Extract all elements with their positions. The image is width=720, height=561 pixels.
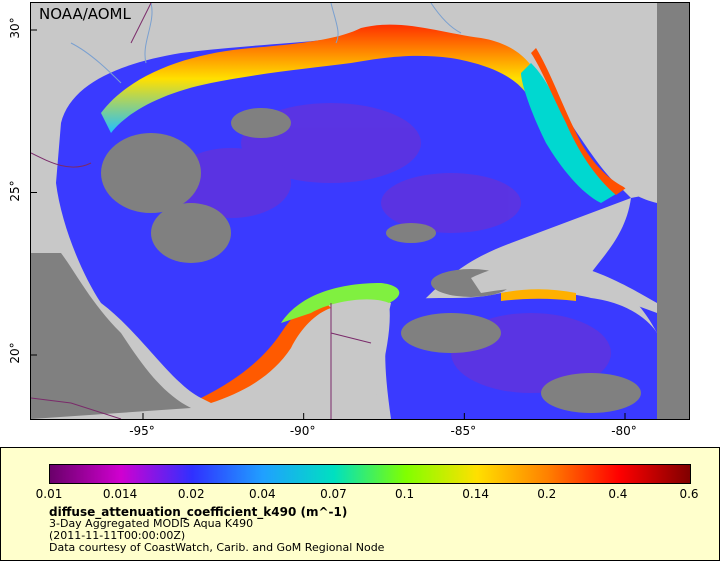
colorbar-tick-label: 0.014 bbox=[102, 487, 138, 501]
colorbar-tick-label: 0.4 bbox=[608, 487, 628, 501]
no-data-patches bbox=[101, 108, 641, 413]
variable-name: diffuse_attenuation_coefficient_k490 (m^… bbox=[49, 505, 348, 519]
lon-tick-label: -85° bbox=[450, 424, 477, 438]
campeche-coast bbox=[201, 298, 331, 403]
colorbar-tick-label: 0.02 bbox=[177, 487, 205, 501]
mexico-gray bbox=[31, 253, 191, 419]
north-coast-turbid bbox=[101, 24, 541, 134]
colorbar-tick-label: 0.6 bbox=[679, 487, 699, 501]
political-borders bbox=[31, 3, 372, 419]
yucatan-land bbox=[251, 296, 390, 419]
cuba-coast bbox=[501, 289, 576, 301]
courtesy-text: Data courtesy of CoastWatch, Carib. and … bbox=[49, 541, 385, 554]
lat-tick-label: 25° bbox=[8, 179, 22, 202]
colorbar-tick-label: 0.1 bbox=[395, 487, 415, 501]
legend-text: diffuse_attenuation_coefficient_k490 (m^… bbox=[49, 506, 384, 554]
k490-map bbox=[31, 3, 689, 419]
colorbar-gradient bbox=[50, 465, 690, 483]
legend-panel: 0.01 0.014 0.02 0.04 0.07 0.1 0.14 0.2 0.4 0.6 di… bbox=[0, 447, 720, 561]
colorbar-tick-label: 0.14 bbox=[462, 487, 490, 501]
map-panel: NOAA/AOML bbox=[30, 2, 690, 420]
product-name: 3-Day Aggregated MODIS Aqua K490 bbox=[49, 517, 254, 530]
low-k490-patches bbox=[171, 103, 611, 393]
lat-tick-label: 20° bbox=[8, 342, 22, 364]
campeche-bank bbox=[281, 283, 400, 323]
credit-label: NOAA/AOML bbox=[39, 5, 131, 23]
florida-land bbox=[549, 3, 689, 203]
lon-tick-label: -90° bbox=[289, 424, 316, 438]
lon-tick-label: -80° bbox=[611, 424, 637, 438]
data-edge-strip bbox=[657, 3, 689, 419]
colorbar bbox=[49, 464, 691, 484]
time-stamp: (2011-11-11T00:00:00Z) bbox=[49, 529, 186, 542]
florida-coast bbox=[531, 48, 626, 195]
lon-tick-label: -95° bbox=[129, 424, 155, 438]
lat-tick-label: 30° bbox=[8, 17, 22, 39]
colorbar-tick-label: 0.07 bbox=[320, 487, 347, 501]
colorbar-tick-label: 0.04 bbox=[248, 487, 276, 501]
colorbar-tick-label: 0.2 bbox=[537, 487, 557, 501]
gulf-water bbox=[56, 29, 631, 399]
grid-ticks bbox=[31, 29, 626, 419]
cuba-land bbox=[471, 261, 657, 313]
colorbar-tick-label: 0.01 bbox=[35, 487, 63, 501]
rivers bbox=[70, 3, 462, 84]
